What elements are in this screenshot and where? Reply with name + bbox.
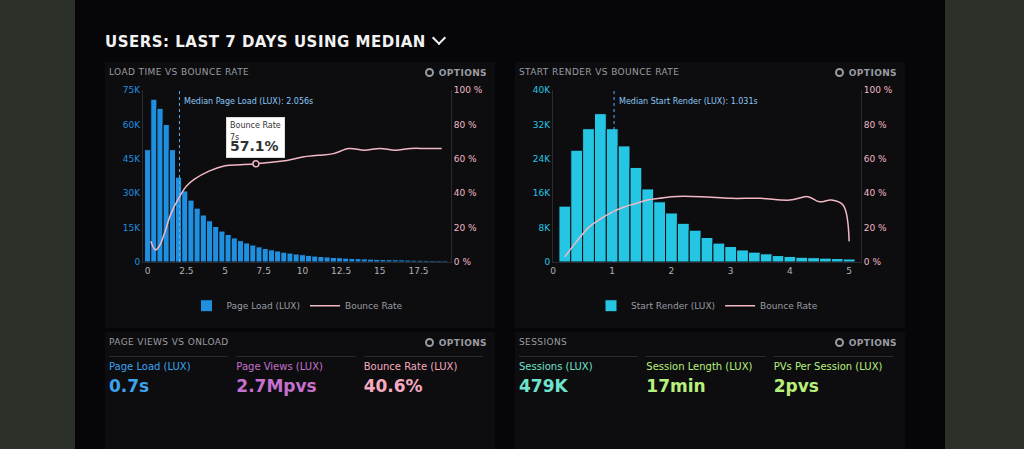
- svg-text:16K: 16K: [533, 188, 551, 198]
- html-text:40.6%: 40.6%: [363, 376, 423, 396]
- html-text:Page Load (LUX): Page Load (LUX): [109, 361, 191, 372]
- svg-text:24K: 24K: [533, 154, 551, 164]
- html-text:LOAD TIME VS BOUNCE RATE: LOAD TIME VS BOUNCE RATE: [109, 67, 250, 77]
- svg-text:5: 5: [222, 266, 228, 276]
- svg-text:Bounce Rate: Bounce Rate: [345, 301, 403, 311]
- html-text:START RENDER VS BOUNCE RATE: START RENDER VS BOUNCE RATE: [519, 67, 680, 77]
- svg-text:5: 5: [846, 266, 852, 276]
- svg-text:0 %: 0 %: [454, 257, 472, 267]
- svg-text:8K: 8K: [539, 223, 552, 233]
- html-text:OPTIONS: OPTIONS: [848, 338, 897, 348]
- html-text:OPTIONS: OPTIONS: [438, 68, 487, 78]
- svg-text:Page Load (LUX): Page Load (LUX): [227, 301, 300, 311]
- svg-text:0: 0: [544, 257, 550, 267]
- html-text:Bounce Rate (LUX): Bounce Rate (LUX): [363, 361, 458, 372]
- svg-text:15K: 15K: [123, 223, 141, 233]
- svg-text:100 %: 100 %: [454, 85, 483, 95]
- html-text:2pvs: 2pvs: [773, 376, 819, 396]
- svg-text:7.5: 7.5: [257, 266, 271, 276]
- html-text:0.7s: 0.7s: [109, 376, 150, 396]
- svg-text:60K: 60K: [123, 120, 141, 130]
- html-text:PAGE VIEWS VS ONLOAD: PAGE VIEWS VS ONLOAD: [109, 337, 229, 347]
- html-text:479K: 479K: [519, 376, 568, 396]
- html-text:Session Length (LUX): Session Length (LUX): [646, 361, 753, 372]
- html-text:PVs Per Session (LUX): PVs Per Session (LUX): [773, 361, 883, 372]
- html-text:USERS: LAST 7 DAYS USING MEDIA: USERS: LAST 7 DAYS USING MEDIAN: [105, 33, 426, 51]
- html-text:OPTIONS: OPTIONS: [848, 68, 897, 78]
- html-text:Sessions (LUX): Sessions (LUX): [519, 361, 593, 372]
- svg-text:12.5: 12.5: [331, 266, 351, 276]
- svg-text:Bounce Rate7s57.1%: Bounce Rate7s57.1%: [230, 121, 281, 154]
- html-text:2.7Mpvs: 2.7Mpvs: [236, 376, 317, 396]
- svg-text:75K: 75K: [123, 85, 141, 95]
- svg-text:32K: 32K: [533, 120, 551, 130]
- html-text:Page Views (LUX): Page Views (LUX): [236, 361, 323, 372]
- svg-text:100 %: 100 %: [864, 85, 893, 95]
- svg-text:0: 0: [134, 257, 140, 267]
- svg-text:0: 0: [550, 266, 556, 276]
- svg-text:Median Page Load (LUX): 2.056s: Median Page Load (LUX): 2.056s: [184, 97, 313, 106]
- svg-text:45K: 45K: [123, 154, 141, 164]
- svg-text:40 %: 40 %: [864, 188, 887, 198]
- svg-text:60 %: 60 %: [864, 154, 887, 164]
- svg-text:3: 3: [728, 266, 734, 276]
- svg-text:80 %: 80 %: [864, 120, 887, 130]
- svg-text:10: 10: [297, 266, 309, 276]
- html-text:OPTIONS: OPTIONS: [438, 338, 487, 348]
- svg-text:20 %: 20 %: [864, 223, 887, 233]
- svg-text:40 %: 40 %: [454, 188, 477, 198]
- svg-text:20 %: 20 %: [454, 223, 477, 233]
- svg-text:2.5: 2.5: [179, 266, 193, 276]
- svg-text:1: 1: [609, 266, 615, 276]
- svg-text:2: 2: [669, 266, 675, 276]
- svg-text:4: 4: [787, 266, 793, 276]
- svg-text:15: 15: [374, 266, 385, 276]
- html-text:SESSIONS: SESSIONS: [519, 337, 568, 347]
- svg-text:60 %: 60 %: [454, 154, 477, 164]
- svg-text:0 %: 0 %: [864, 257, 882, 267]
- svg-text:40K: 40K: [533, 85, 551, 95]
- svg-text:Start Render (LUX): Start Render (LUX): [631, 301, 715, 311]
- svg-text:0: 0: [145, 266, 151, 276]
- svg-text:Median Start Render (LUX): 1.0: Median Start Render (LUX): 1.031s: [619, 97, 758, 106]
- html-text:17min: 17min: [646, 376, 706, 396]
- svg-text:Bounce Rate: Bounce Rate: [760, 301, 818, 311]
- svg-text:17.5: 17.5: [408, 266, 428, 276]
- svg-text:30K: 30K: [123, 188, 141, 198]
- svg-text:80 %: 80 %: [454, 120, 477, 130]
